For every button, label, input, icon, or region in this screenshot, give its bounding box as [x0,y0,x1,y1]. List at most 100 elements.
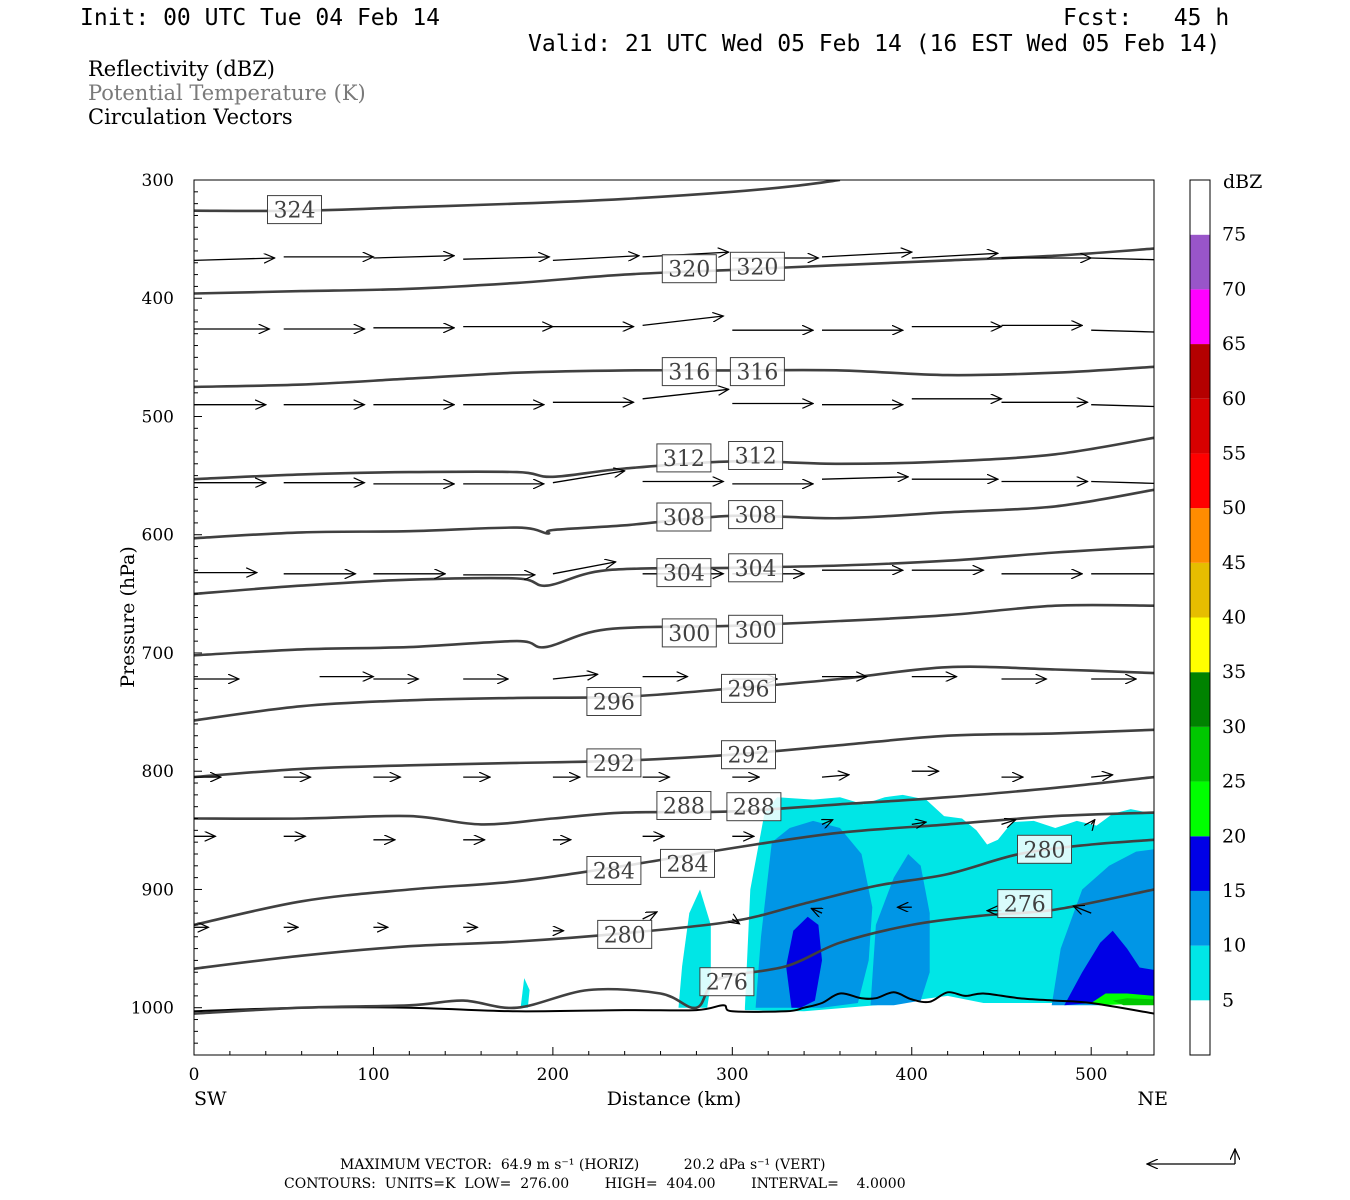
isentrope-label-312: 312 [728,441,784,470]
colorbar-bin-30 [1190,672,1210,727]
svg-text:308: 308 [663,506,705,531]
colorbar-tick-55: 55 [1222,442,1246,464]
circulation-vector-73 [821,775,849,777]
circulation-vector-59 [552,674,598,679]
colorbar-bin-10 [1190,890,1210,946]
reflectivity-region-25dbz [1112,998,1154,1006]
colorbar-bin-35 [1190,617,1210,673]
circulation-vector-8 [911,253,998,258]
svg-text:284: 284 [667,852,709,877]
isentrope-label-308: 308 [656,502,712,532]
y-tick-label-900: 900 [142,880,174,900]
isentrope-label-layer: 324 320 320 316 316 312 312 308 308 304 304 300 300 2… [267,195,1072,997]
isentrope-label-316: 316 [661,357,717,387]
svg-text:300: 300 [735,618,777,643]
isentrope-label-304: 304 [656,558,712,588]
terrain-layer [194,991,1154,1015]
valid-time: Valid: 21 UTC Wed 05 Feb 14 (16 EST Wed … [528,31,1221,57]
circulation-vector-95 [811,908,822,913]
isentrope-label-300: 300 [728,614,784,644]
y-tick-label-400: 400 [142,289,174,309]
x-left-end-label: SW [194,1088,227,1110]
colorbar-bin-65 [1190,289,1210,345]
colorbar-bin-25 [1190,726,1210,782]
circulation-vector-94 [732,919,739,924]
circulation-vector-40 [821,477,908,479]
circulation-vector-37 [552,471,625,484]
circulation-vector-2 [373,256,454,258]
circulation-vector-43 [1091,480,1154,485]
colorbar-tick-75: 75 [1222,224,1246,246]
x-tick-label-0: 0 [189,1065,200,1085]
colorbar-tick-15: 15 [1222,880,1246,902]
circulation-vector-21 [1091,329,1154,333]
colorbar: 5 10 15 20 25 30 35 40 45 50 55 60 65 70 75 [1189,179,1246,1056]
isentrope-304 [194,545,1154,596]
axes-layer: 300 400 500 600 700 800 900 1000 0 100 200 300 400 50… [131,171,1128,1085]
colorbar-tick-20: 20 [1222,825,1246,847]
y-tick-label-300: 300 [142,171,174,191]
isentrope-label-320: 320 [729,251,785,281]
circulation-vector-0 [194,258,275,260]
colorbar-tick-65: 65 [1222,333,1246,355]
svg-text:276: 276 [1004,893,1046,918]
isentrope-label-280: 280 [597,919,653,949]
colorbar-bin-5 [1190,945,1210,1001]
x-right-end-label: NE [1138,1088,1169,1110]
y-tick-label-1000: 1000 [131,999,174,1019]
colorbar-bin-20 [1190,781,1210,837]
reference-vector [1147,1149,1235,1164]
colorbar-tick-45: 45 [1222,552,1246,574]
contour-info-note: CONTOURS: UNITS=K LOW= 276.00 HIGH= 404.… [284,1176,906,1192]
isentrope-label-300: 300 [661,618,717,648]
svg-text:304: 304 [663,562,705,587]
isentrope-label-308: 308 [728,500,784,530]
maximum-vector-note: MAXIMUM VECTOR: 64.9 m s⁻¹ (HORIZ) 20.2 … [340,1157,826,1173]
reflectivity-region-15dbz [1064,930,1154,1006]
isentrope-label-292: 292 [586,748,642,778]
svg-text:316: 316 [736,361,778,386]
reflectivity-region-5dbz [520,978,530,1008]
isentrope-label-324: 324 [267,195,322,225]
colorbar-tick-30: 30 [1222,716,1246,738]
vector-layer [194,252,1154,931]
svg-text:300: 300 [668,622,710,647]
svg-text:316: 316 [668,361,710,386]
colorbar-bin-50 [1190,453,1210,509]
isentrope-308 [194,488,1154,540]
svg-text:320: 320 [668,258,710,283]
svg-text:312: 312 [663,447,705,472]
reflectivity-region-15dbz [786,916,822,1008]
svg-text:296: 296 [593,691,635,716]
colorbar-bin-45 [1190,508,1210,563]
svg-text:284: 284 [593,860,635,885]
colorbar-title: dBZ [1223,171,1262,193]
isentrope-label-296: 296 [721,673,776,703]
isentrope-label-312: 312 [656,443,712,473]
circulation-vector-76 [1091,775,1113,777]
x-tick-label-200: 200 [537,1065,569,1085]
colorbar-tick-35: 35 [1222,661,1246,683]
legend-reflectivity: Reflectivity (dBZ) [88,57,276,81]
isentrope-300 [194,603,1154,657]
circulation-vector-87 [1091,820,1095,825]
init-time: Init: 00 UTC Tue 04 Feb 14 [80,5,441,31]
circulation-vector-85 [911,822,926,824]
circulation-vector-98 [1073,906,1092,913]
svg-text:308: 308 [735,504,777,529]
y-axis-title: Pressure (hPa) [117,546,139,688]
colorbar-bin-75 [1190,180,1210,235]
isentrope-292 [194,728,1154,779]
y-tick-label-800: 800 [142,762,174,782]
svg-text:292: 292 [593,752,635,777]
legend-circulation-vectors: Circulation Vectors [88,105,293,129]
circulation-vector-7 [821,252,912,257]
isentrope-label-296: 296 [586,687,642,716]
circulation-vector-32 [1091,404,1154,408]
svg-text:304: 304 [735,557,777,582]
svg-text:280: 280 [604,923,646,948]
colorbar-tick-5: 5 [1222,989,1234,1011]
colorbar-bin-55 [1190,398,1210,454]
svg-text:288: 288 [733,796,775,821]
